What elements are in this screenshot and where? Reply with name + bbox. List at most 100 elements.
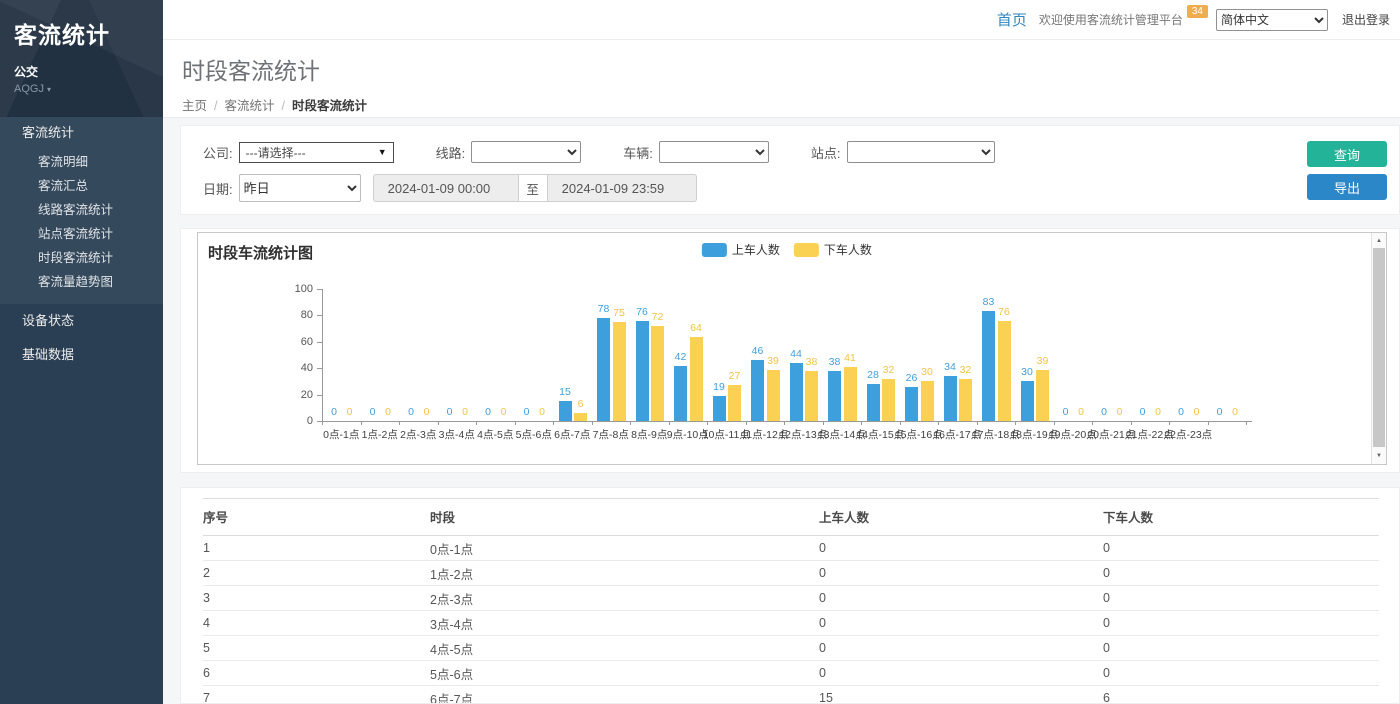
sidebar-item[interactable]: 客流明细 — [38, 155, 89, 169]
bar-value-label: 0 — [462, 406, 468, 418]
x-axis-category-label: 5点-6点 — [515, 429, 552, 441]
bar-value-label: 64 — [690, 322, 702, 334]
language-select[interactable]: 简体中文 — [1215, 8, 1328, 31]
x-axis-tick — [437, 421, 439, 425]
x-axis-category-label: 7点-8点 — [592, 429, 629, 441]
breadcrumb-home[interactable]: 主页 — [182, 99, 208, 113]
line-select[interactable] — [471, 141, 582, 163]
sidebar-section[interactable]: 客流统计 — [22, 125, 75, 140]
bar-value-label: 0 — [369, 406, 376, 418]
export-button[interactable]: 导出 — [1307, 174, 1387, 200]
x-axis-line — [322, 421, 1252, 422]
home-link[interactable]: 首页 — [996, 12, 1027, 29]
table-body: 1 0点-1点 0 0 2 1点-2点 0 0 3 2点-3点 0 0 4 3点-4点 0 0 5 4点-5点 0 0… — [203, 535, 1379, 703]
date-from-input[interactable]: 2024-01-09 00:00 — [372, 174, 519, 202]
x-axis-category-label: 10点-11点 — [702, 429, 750, 441]
scroll-down-arrow-icon[interactable]: ▼ — [1376, 453, 1382, 459]
notification-badge[interactable]: 34 — [1186, 5, 1208, 18]
sidebar-section[interactable]: 基础数据 — [22, 347, 75, 362]
breadcrumb-parent[interactable]: 客流统计 — [224, 99, 275, 113]
date-range-to-label: 至 — [517, 174, 548, 202]
chart-title: 时段车流统计图 — [208, 245, 314, 262]
table-cell: 0 — [1103, 560, 1379, 586]
table-cell: 0 — [1103, 635, 1379, 661]
x-axis-tick — [514, 421, 516, 425]
alighting-bar — [959, 379, 972, 421]
date-range-group: 2024-01-09 00:00 至 2024-01-09 23:59 — [372, 174, 697, 202]
sidebar-item[interactable]: 客流量趋势图 — [38, 275, 114, 289]
station-label: 站点: — [810, 145, 841, 161]
scroll-up-arrow-icon[interactable]: ▲ — [1376, 238, 1382, 244]
alighting-bar — [689, 337, 703, 421]
alighting-bar — [1036, 370, 1049, 421]
alighting-bar — [843, 367, 857, 421]
table-row: 2 1点-2点 0 0 — [203, 560, 1379, 586]
x-axis-category-label: 19点-20点 — [1048, 429, 1097, 441]
x-axis-tick — [784, 421, 785, 425]
logout-link[interactable]: 退出登录 — [1341, 13, 1390, 27]
station-select[interactable] — [846, 141, 995, 163]
bar-value-label: 30 — [1021, 366, 1033, 378]
bar-value-label: 0 — [1139, 406, 1146, 418]
table-cell: 0 — [819, 560, 1103, 586]
sidebar-item[interactable]: 站点客流统计 — [38, 227, 114, 241]
boarding-legend-label: 上车人数 — [731, 243, 780, 257]
x-axis-category-label: 11点-12点 — [741, 429, 789, 441]
x-axis-category-label: 0点-1点 — [323, 429, 360, 441]
bar-value-label: 0 — [523, 406, 530, 418]
y-axis-tick-label: 40 — [300, 362, 313, 375]
legend-item-alighting[interactable]: 下车人数 — [793, 241, 872, 258]
boarding-bar — [789, 363, 803, 421]
date-preset-select[interactable]: 昨日 — [238, 174, 361, 202]
bar-value-label: 75 — [613, 307, 625, 319]
chart-vertical-scrollbar[interactable]: ▲ ▼ — [1371, 233, 1386, 464]
vehicle-select[interactable] — [658, 141, 769, 163]
y-axis-tick-label: 100 — [294, 283, 313, 295]
date-to-input[interactable]: 2024-01-09 23:59 — [546, 174, 697, 202]
breadcrumb-current: 时段客流统计 — [292, 99, 368, 113]
query-button[interactable]: 查询 — [1307, 141, 1387, 167]
x-axis-category-label: 4点-5点 — [477, 429, 514, 441]
sidebar-item[interactable]: 时段客流统计 — [38, 251, 114, 265]
x-axis-tick — [1169, 421, 1170, 425]
bar-value-label: 0 — [1062, 406, 1069, 418]
sidebar-item[interactable]: 线路客流统计 — [38, 203, 114, 217]
y-axis-tick — [317, 368, 322, 370]
table-cell: 0 — [819, 610, 1103, 636]
x-axis-tick — [976, 421, 978, 425]
bar-value-label: 0 — [408, 406, 414, 418]
legend-item-boarding[interactable]: 上车人数 — [701, 241, 780, 258]
scrollbar-thumb[interactable] — [1373, 248, 1385, 447]
table-row: 7 6点-7点 15 6 — [203, 685, 1379, 703]
sidebar-section[interactable]: 设备状态 — [22, 313, 75, 328]
alighting-bar — [766, 370, 780, 421]
sidebar-menu: 客流统计客流明细客流汇总线路客流统计 站点客流统计 时段客流统计 客流量趋势图设备状态… — [0, 117, 163, 372]
bar-value-label: 0 — [1155, 406, 1161, 418]
org-code-dropdown[interactable]: AQGJ ▾ — [14, 83, 149, 95]
table-row: 5 4点-5点 0 0 — [203, 635, 1379, 661]
table-cell: 5 — [203, 635, 430, 661]
bar-value-label: 83 — [982, 296, 995, 308]
alighting-bar — [882, 379, 895, 421]
org-name: 公交 — [14, 65, 39, 79]
table-cell: 1 — [203, 535, 430, 561]
x-axis-category-label: 16点-17点 — [933, 429, 982, 441]
table-cell: 4 — [203, 610, 430, 636]
bar-value-label: 78 — [597, 303, 610, 315]
boarding-bar — [1020, 381, 1034, 421]
breadcrumb-separator: / — [214, 99, 218, 113]
x-axis-tick — [399, 421, 400, 425]
bar-value-label: 0 — [1232, 406, 1238, 418]
alighting-bar — [612, 322, 626, 421]
x-axis-tick — [322, 421, 323, 425]
table-cell: 0 — [819, 635, 1103, 661]
bar-value-label: 41 — [844, 352, 856, 364]
bar-value-label: 38 — [805, 356, 818, 368]
x-axis-category-label: 22点-23点 — [1164, 429, 1213, 441]
x-axis-tick — [1246, 421, 1247, 425]
company-select[interactable]: ---请选择--- ▼ — [238, 141, 394, 163]
boarding-bar — [982, 311, 995, 421]
table-cell: 0 — [1103, 610, 1379, 636]
sidebar-item[interactable]: 客流汇总 — [38, 179, 89, 193]
table-cell: 1点-2点 — [430, 560, 819, 586]
